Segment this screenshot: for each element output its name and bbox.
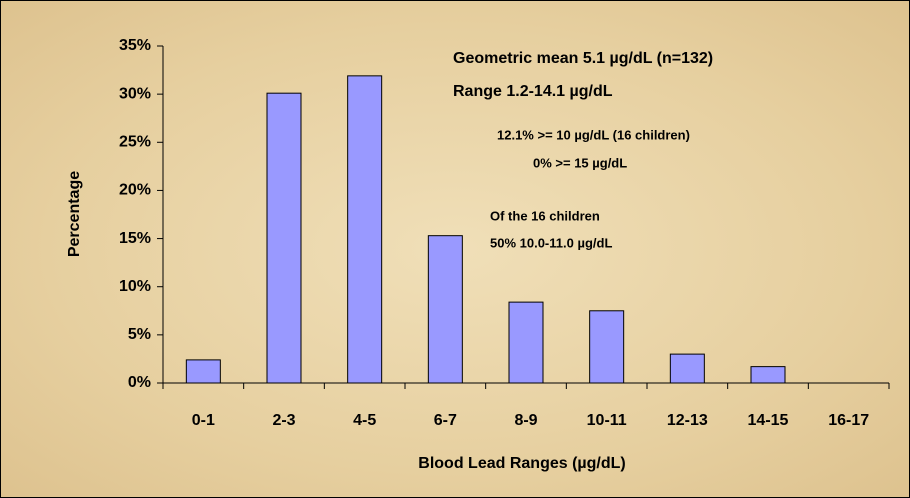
- annotation: 0% >= 15 µg/dL: [533, 155, 627, 170]
- bar: [589, 310, 625, 384]
- bar: [266, 92, 302, 384]
- x-tick-label: 4-5: [353, 412, 376, 429]
- annotation: Of the 16 children: [490, 208, 600, 223]
- x-tick-label: 2-3: [272, 412, 295, 429]
- annotation: 50% 10.0-11.0 µg/dL: [490, 235, 612, 250]
- x-tick-label: 12-13: [667, 412, 708, 429]
- bar: [669, 353, 705, 384]
- annotation: 12.1% >= 10 µg/dL (16 children): [497, 127, 690, 142]
- annotation: Geometric mean 5.1 µg/dL (n=132): [453, 50, 713, 67]
- bar: [185, 359, 221, 384]
- y-tick-label: 15%: [119, 230, 151, 247]
- x-tick-label: 16-17: [828, 412, 869, 429]
- y-axis-title: Percentage: [66, 171, 83, 257]
- x-tick-label: 14-15: [748, 412, 789, 429]
- x-tick-label: 6-7: [434, 412, 457, 429]
- y-tick-label: 30%: [119, 85, 151, 102]
- x-tick-label: 8-9: [514, 412, 537, 429]
- x-tick-label: 0-1: [192, 412, 215, 429]
- bar: [347, 75, 383, 384]
- x-tick-label: 10-11: [587, 412, 627, 429]
- x-axis-title: Blood Lead Ranges (µg/dL): [418, 455, 625, 472]
- bar: [508, 301, 544, 384]
- bar: [750, 366, 786, 384]
- y-tick-label: 10%: [119, 278, 151, 295]
- y-tick-label: 5%: [128, 326, 151, 343]
- bar: [427, 235, 463, 384]
- annotation: Range 1.2-14.1 µg/dL: [453, 83, 613, 100]
- y-tick-label: 25%: [119, 134, 151, 151]
- y-tick-label: 35%: [119, 37, 151, 54]
- y-tick-label: 20%: [119, 182, 151, 199]
- y-tick-label: 0%: [128, 374, 151, 391]
